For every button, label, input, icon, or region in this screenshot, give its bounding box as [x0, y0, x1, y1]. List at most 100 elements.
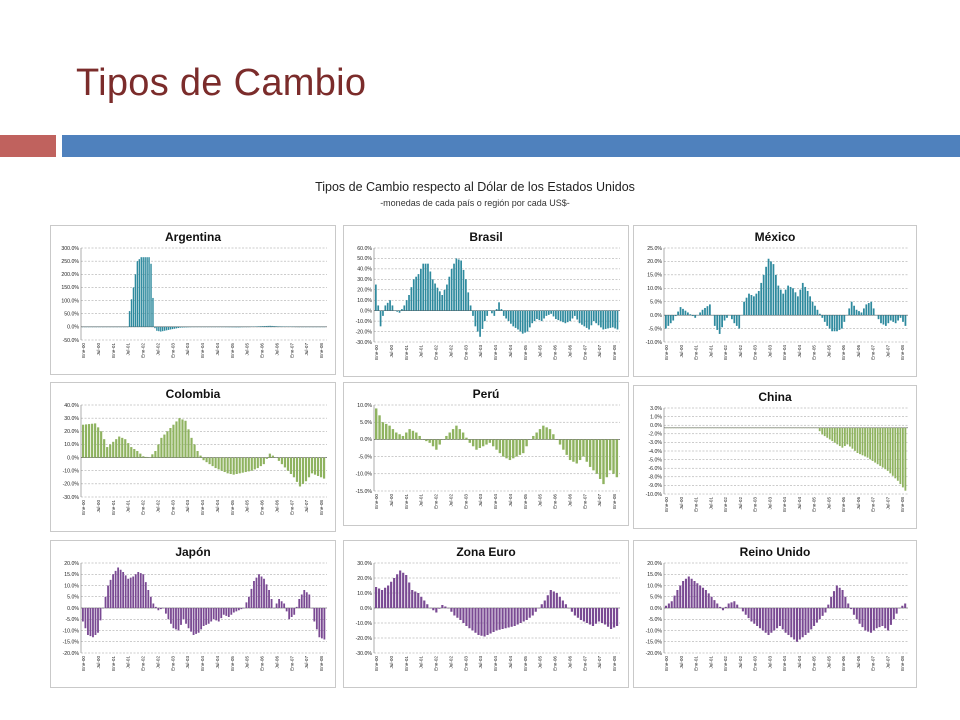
- y-tick-label: -10.0%: [356, 621, 373, 627]
- bar: [876, 427, 879, 465]
- x-tick-label: Jul-04: [797, 656, 802, 669]
- bar: [572, 439, 575, 462]
- bar: [806, 290, 809, 316]
- x-tick-label: Ene-04: [493, 656, 498, 671]
- bar: [293, 608, 296, 615]
- bar: [514, 310, 517, 328]
- bar: [414, 591, 417, 608]
- bar: [172, 424, 175, 458]
- x-tick-label: Jul-01: [708, 345, 713, 358]
- bar: [412, 279, 415, 311]
- bar: [569, 310, 571, 322]
- x-tick-label: Ene-08: [900, 497, 905, 512]
- bar: [427, 263, 429, 311]
- bar: [519, 608, 522, 623]
- bar: [615, 439, 619, 478]
- bar: [753, 296, 755, 316]
- bar: [564, 310, 567, 324]
- x-tick-label: Ene-05: [812, 497, 817, 512]
- bar: [543, 310, 545, 319]
- bar: [813, 608, 816, 626]
- bar: [516, 608, 519, 625]
- x-tick-label: Ene-05: [812, 656, 817, 671]
- bar: [867, 608, 870, 632]
- bar: [704, 307, 706, 316]
- bar: [665, 605, 668, 608]
- bar: [147, 590, 150, 608]
- bar: [856, 427, 859, 453]
- chart-panel-brasil: Brasil 60.0% 50.0% 40.0% 30.0% 20.0% 10.0% 0.0%…: [343, 225, 629, 377]
- bar: [388, 425, 391, 440]
- bar: [816, 309, 819, 316]
- x-tick-label: Ene-05: [812, 345, 817, 360]
- y-tick-label: 10.0%: [64, 583, 79, 589]
- bar: [474, 310, 477, 327]
- y-tick-label: 15.0%: [647, 572, 662, 578]
- bar: [469, 305, 472, 311]
- x-tick-label: Ene-02: [141, 656, 146, 671]
- bar: [758, 608, 762, 629]
- bar: [175, 608, 177, 630]
- bar: [475, 439, 478, 450]
- bar: [555, 593, 558, 608]
- y-tick-label: -10.0%: [63, 469, 80, 475]
- bar: [502, 439, 505, 457]
- bar: [566, 310, 569, 323]
- bar: [140, 257, 142, 327]
- x-tick-label: Ene-03: [463, 494, 468, 509]
- y-tick-label: -50.0%: [63, 338, 80, 344]
- bar: [510, 608, 513, 627]
- bar: [889, 315, 892, 321]
- x-tick-label: Jul-01: [126, 343, 131, 356]
- bar: [691, 315, 694, 317]
- x-tick-label: Ene-04: [493, 494, 498, 509]
- x-tick-label: Jul-06: [856, 497, 861, 510]
- bar: [841, 315, 843, 329]
- bar: [504, 608, 507, 629]
- bar: [576, 310, 579, 320]
- x-tick-label: Ene-04: [782, 345, 787, 360]
- bar: [139, 573, 142, 608]
- bar: [781, 608, 784, 630]
- bar: [128, 311, 131, 327]
- bar: [431, 439, 435, 447]
- bar: [436, 287, 439, 311]
- bar: [275, 603, 278, 608]
- bar: [405, 575, 408, 608]
- bar: [138, 259, 141, 327]
- x-tick-label: Ene-02: [434, 345, 439, 360]
- bar: [521, 310, 524, 334]
- bar: [843, 427, 846, 447]
- bar: [391, 429, 395, 440]
- bar: [583, 310, 586, 327]
- bar: [724, 606, 727, 608]
- x-tick-label: Ene-00: [664, 497, 669, 512]
- bar: [735, 315, 738, 326]
- x-tick-label: Ene-08: [612, 494, 617, 509]
- x-tick-label: Jul-00: [679, 345, 684, 358]
- bar: [165, 608, 167, 614]
- bar: [543, 600, 546, 608]
- bar: [136, 451, 139, 458]
- chart-argentina: Argentina 300.0% 250.0% 200.0% 150.0% 100.0% 5…: [61, 230, 327, 358]
- bar: [861, 608, 864, 628]
- bar: [241, 457, 244, 473]
- chart-panel-peru: Perú 10.0% 5.0% 0.0% -5.0% -10.0% -15.0% Ene-00…: [343, 382, 629, 526]
- bar: [843, 315, 846, 322]
- bar: [212, 608, 215, 620]
- bar: [220, 457, 223, 471]
- bar: [217, 457, 220, 470]
- y-tick-label: 30.0%: [64, 416, 79, 422]
- bar: [240, 608, 243, 610]
- bar: [764, 608, 767, 633]
- bar: [872, 608, 875, 631]
- x-tick-label: Jul-06: [274, 343, 279, 356]
- bar: [667, 603, 670, 608]
- bar: [479, 310, 481, 337]
- x-tick-label: Ene-01: [404, 345, 409, 360]
- bar: [787, 608, 790, 635]
- bar: [609, 608, 613, 629]
- bar: [431, 279, 434, 311]
- bar: [429, 271, 432, 311]
- bar: [283, 603, 286, 608]
